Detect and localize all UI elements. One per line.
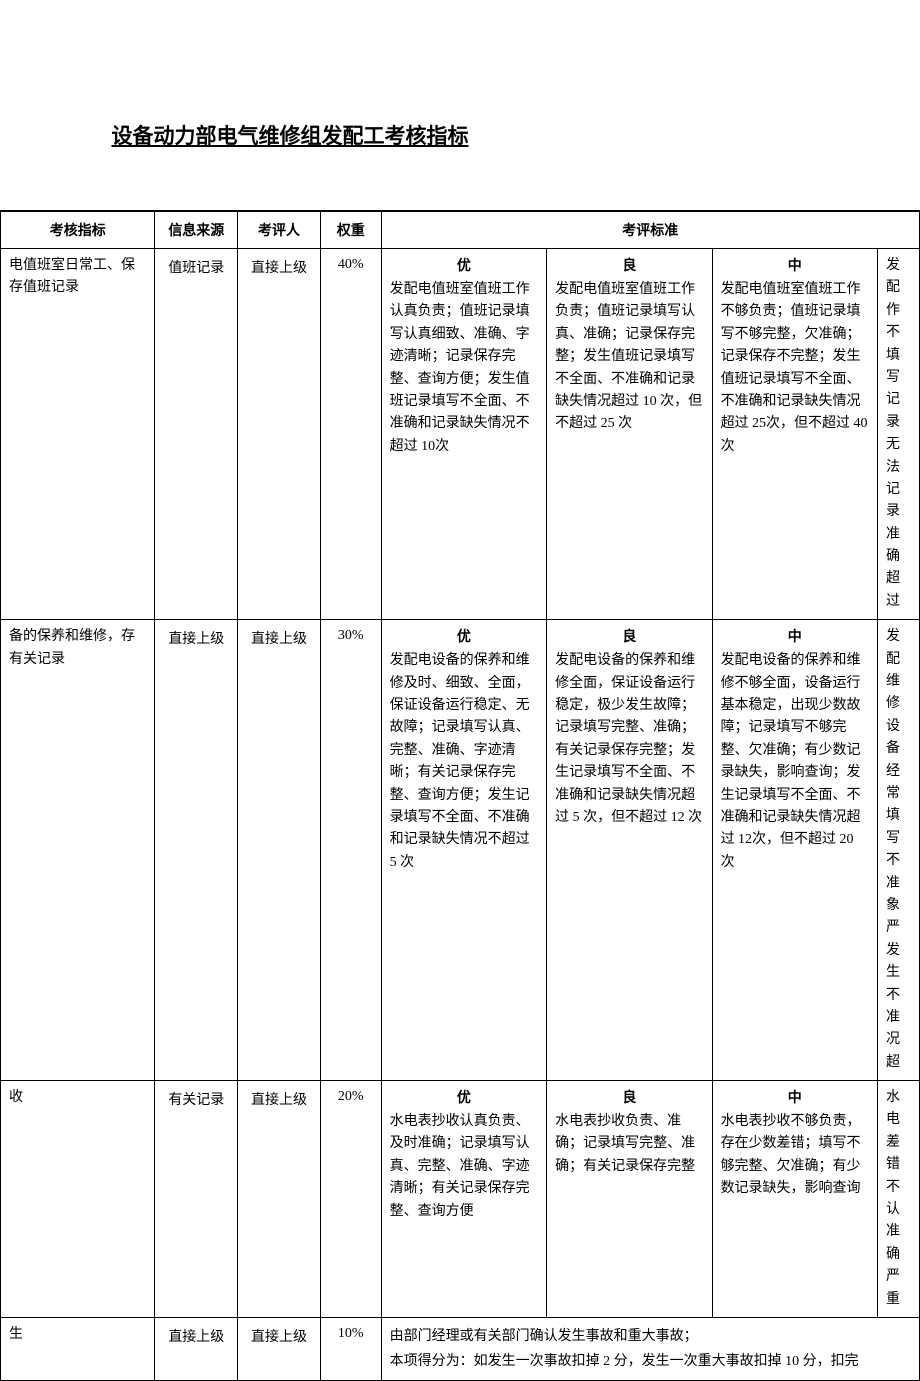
merged-standard-cell: 由部门经理或有关部门确认发生事故和重大事故； 本项得分为：如发生一次事故扣掉 2… — [381, 1317, 919, 1380]
weight-cell: 30% — [320, 620, 381, 1081]
grade-medium-text: 水电表抄收不够负责，存在少数差错；填写不够完整、欠准确；有少数记录缺失，影响查询 — [721, 1114, 861, 1196]
grade-last-text: 发配 维修 设备 经常 填写 不准 象严 发生 不准 况超 — [886, 629, 900, 1069]
grade-excellent-header: 优 — [390, 1087, 538, 1107]
grade-good-header: 良 — [555, 1087, 703, 1107]
grade-good-text: 发配电设备的保养和维修全面，保证设备运行稳定，极少发生故障；记录填写完整、准确；… — [555, 653, 702, 825]
weight-cell: 10% — [320, 1317, 381, 1380]
source-cell: 直接上级 — [155, 620, 238, 1081]
grade-medium-text: 发配电值班室值班工作不够负责；值班记录填写不够完整，欠准确；记录保存不完整；发生… — [721, 282, 868, 454]
header-indicator: 考核指标 — [1, 211, 155, 249]
header-evaluator: 考评人 — [238, 211, 321, 249]
page-title: 设备动力部电气维修组发配工考核指标 — [80, 120, 500, 150]
grade-medium-header: 中 — [721, 1087, 869, 1107]
grade-good-header: 良 — [555, 626, 703, 646]
indicator-text: 收 — [9, 1090, 23, 1105]
grade-excellent-text: 水电表抄收认真负责、及时准确；记录填写认真、完整、准确、字迹清晰；有关记录保存完… — [390, 1114, 530, 1219]
source-cell: 有关记录 — [155, 1081, 238, 1318]
assessment-table: 考核指标 信息来源 考评人 权重 考评标准 电值班室日常工、保存值班记录 值班记… — [0, 210, 920, 1381]
header-standard: 考评标准 — [381, 211, 919, 249]
indicator-text: 备的保养和维修，存有关记录 — [9, 629, 135, 666]
grade-excellent-header: 优 — [390, 255, 538, 275]
source-cell: 值班记录 — [155, 249, 238, 620]
evaluator-cell: 直接上级 — [238, 1317, 321, 1380]
table-row: 电值班室日常工、保存值班记录 值班记录 直接上级 40% 优 发配电值班室值班工… — [1, 249, 920, 620]
evaluator-cell: 直接上级 — [238, 620, 321, 1081]
evaluator-cell: 直接上级 — [238, 249, 321, 620]
table-row: 生 直接上级 直接上级 10% 由部门经理或有关部门确认发生事故和重大事故； 本… — [1, 1317, 920, 1380]
grade-medium-text: 发配电设备的保养和维修不够全面，设备运行基本稳定，出现少数故障；记录填写不够完整… — [721, 653, 861, 870]
grade-good-text: 发配电值班室值班工作负责；值班记录填写认真、准确；记录保存完整；发生值班记录填写… — [555, 282, 702, 431]
grade-medium-header: 中 — [721, 255, 869, 275]
indicator-text: 生 — [9, 1327, 23, 1342]
grade-excellent-header: 优 — [390, 626, 538, 646]
weight-cell: 20% — [320, 1081, 381, 1318]
grade-medium-header: 中 — [721, 626, 869, 646]
indicator-text: 电值班室日常工、保存值班记录 — [9, 258, 135, 295]
header-weight: 权重 — [320, 211, 381, 249]
grade-good-header: 良 — [555, 255, 703, 275]
weight-cell: 40% — [320, 249, 381, 620]
grade-good-text: 水电表抄收负责、准确；记录填写完整、准确；有关记录保存完整 — [555, 1114, 695, 1174]
table-row: 收 有关记录 直接上级 20% 优 水电表抄收认真负责、及时准确；记录填写认真、… — [1, 1081, 920, 1318]
grade-last-text: 水电 差错 不认 准确 严重 — [886, 1090, 900, 1307]
evaluator-cell: 直接上级 — [238, 1081, 321, 1318]
grade-excellent-text: 发配电值班室值班工作认真负责；值班记录填写认真细致、准确、字迹清晰；记录保存完整… — [390, 282, 530, 454]
grade-excellent-text: 发配电设备的保养和维修及时、细致、全面，保证设备运行稳定、无故障；记录填写认真、… — [390, 653, 530, 870]
table-row: 备的保养和维修，存有关记录 直接上级 直接上级 30% 优 发配电设备的保养和维… — [1, 620, 920, 1081]
grade-last-text: 发配 作不 填写 记录 无法 记录 准确 超过 — [886, 258, 900, 609]
source-cell: 直接上级 — [155, 1317, 238, 1380]
header-source: 信息来源 — [155, 211, 238, 249]
